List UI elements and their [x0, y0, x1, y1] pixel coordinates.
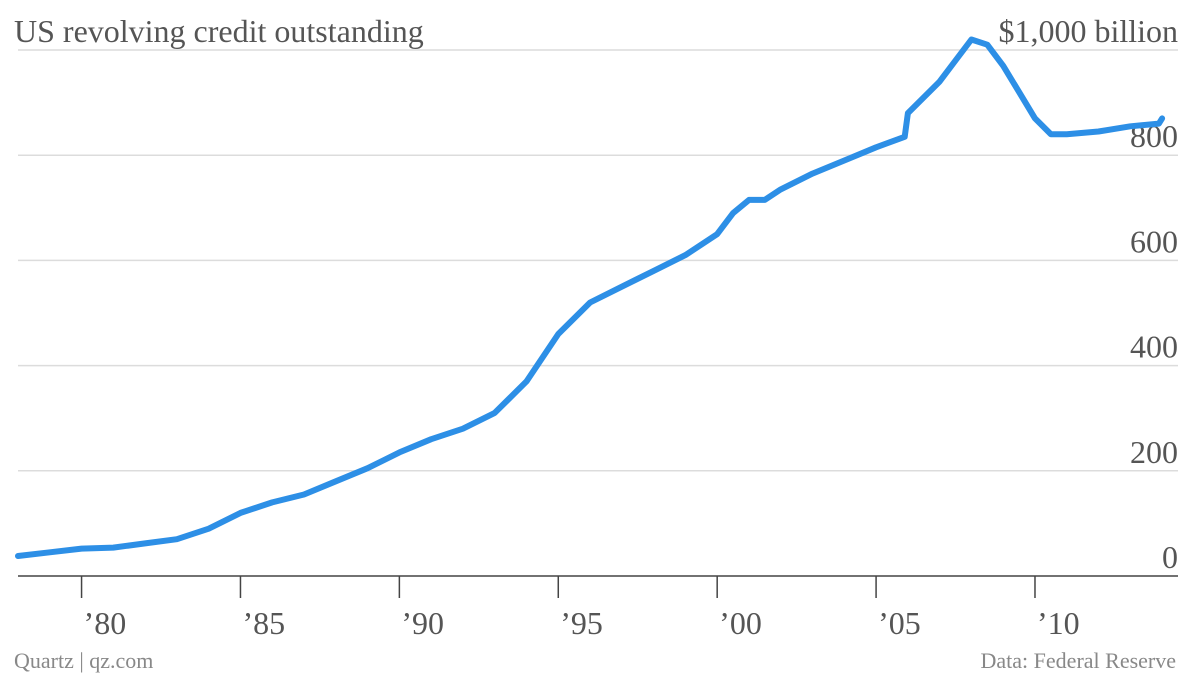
x-tick-label-2005: ’05: [878, 605, 921, 641]
series-layer: [15, 36, 1166, 559]
y-tick-label-600: 600: [1130, 223, 1178, 259]
x-tick-label-1980: ’80: [84, 605, 127, 641]
footer-data-source: Data: Federal Reserve: [981, 648, 1176, 673]
y-tick-label-1000: $1,000 billion: [998, 13, 1178, 49]
x-tick-label-2000: ’00: [719, 605, 762, 641]
x-axis: [18, 575, 1178, 598]
footer-source-credit: Quartz | qz.com: [14, 648, 153, 673]
x-tick-label-1985: ’85: [242, 605, 285, 641]
gridlines: [18, 49, 1178, 472]
y-tick-label-400: 400: [1130, 329, 1178, 365]
x-tick-label-1995: ’95: [560, 605, 603, 641]
series-line-0: [15, 36, 1166, 559]
x-tick-label-1990: ’90: [401, 605, 444, 641]
y-tick-label-200: 200: [1130, 434, 1178, 470]
chart-title: US revolving credit outstanding: [14, 13, 424, 49]
y-tick-label-0: 0: [1162, 539, 1178, 575]
x-tick-label-2010: ’10: [1037, 605, 1080, 641]
x-axis-labels: ’80 ’85 ’90 ’95 ’00 ’05 ’10: [84, 605, 1080, 641]
